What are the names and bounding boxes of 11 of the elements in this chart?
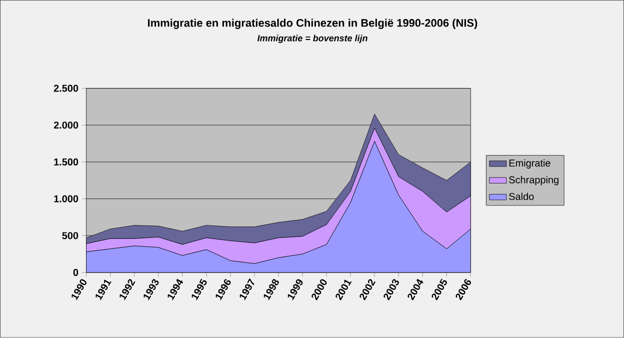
y-tick-label: 1.000: [54, 195, 78, 202]
legend-label: Saldo: [509, 192, 534, 200]
chart-title: Immigratie en migratiesaldo Chinezen in België 1990-2006 (NIS): [148, 18, 478, 30]
chart-subtitle: Immigratie = bovenste lijn: [257, 34, 368, 44]
y-tick-label: 2.000: [54, 122, 78, 129]
legend-label: Schrapping: [509, 176, 558, 186]
y-tick-label: 500: [62, 232, 78, 240]
y-tick-label: 0: [73, 269, 78, 276]
y-tick-label: 1.500: [54, 158, 78, 166]
y-tick-label: 2.500: [54, 84, 78, 92]
legend-label: Emigratie: [509, 159, 550, 169]
